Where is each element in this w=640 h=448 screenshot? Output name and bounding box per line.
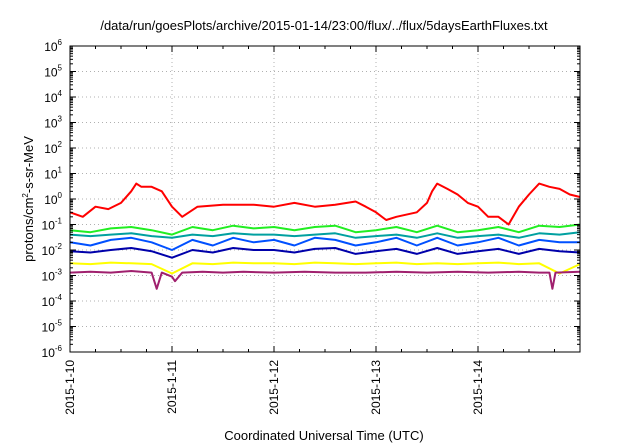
series-line-1 <box>69 182 581 226</box>
y-tick-label: 106 <box>44 38 62 54</box>
grid <box>70 46 580 352</box>
x-tick-label: 2015-1-14 <box>471 360 485 415</box>
chart-title: /data/run/goesPlots/archive/2015-01-14/2… <box>100 18 548 33</box>
y-tick-label: 105 <box>44 64 62 80</box>
x-axis-ticks: 2015-1-10 2015-1-11 2015-1-12 2015-1-13 2015… <box>63 46 581 415</box>
series-line-4 <box>69 236 580 251</box>
y-tick-label: 102 <box>44 140 62 156</box>
y-tick-label: 10-2 <box>42 242 63 258</box>
y-tick-label: 10-3 <box>42 268 63 284</box>
y-tick-label: 10-5 <box>42 319 63 335</box>
y-tick-label: 100 <box>44 191 62 207</box>
series-line-2 <box>69 223 581 236</box>
x-tick-label: 2015-1-11 <box>165 360 179 414</box>
y-axis-label-rest: -s-sr-MeV <box>21 136 36 193</box>
series-layer <box>69 182 581 290</box>
series-line-7 <box>69 270 581 290</box>
y-tick-label: 103 <box>44 115 62 131</box>
series-line-5 <box>69 247 581 259</box>
y-axis-label-sup: 2 <box>21 193 30 198</box>
x-tick-label: 2015-1-13 <box>369 360 383 415</box>
y-tick-label: 10-1 <box>42 217 63 233</box>
series-line-6 <box>69 261 581 275</box>
plot-frame <box>69 45 581 353</box>
y-tick-label: 10-6 <box>42 344 63 360</box>
y-tick-label: 104 <box>44 89 62 105</box>
x-tick-label: 2015-1-12 <box>267 360 281 415</box>
x-axis-label: Coordinated Universal Time (UTC) <box>224 428 423 443</box>
x-tick-label: 2015-1-10 <box>63 360 77 415</box>
y-axis-label: protons/cm2-s-sr-MeV <box>21 136 36 262</box>
y-axis-label-base: protons/cm <box>21 198 36 262</box>
y-tick-label: 10-4 <box>42 293 63 309</box>
y-tick-label: 101 <box>44 166 62 182</box>
series-line-3 <box>69 231 581 239</box>
